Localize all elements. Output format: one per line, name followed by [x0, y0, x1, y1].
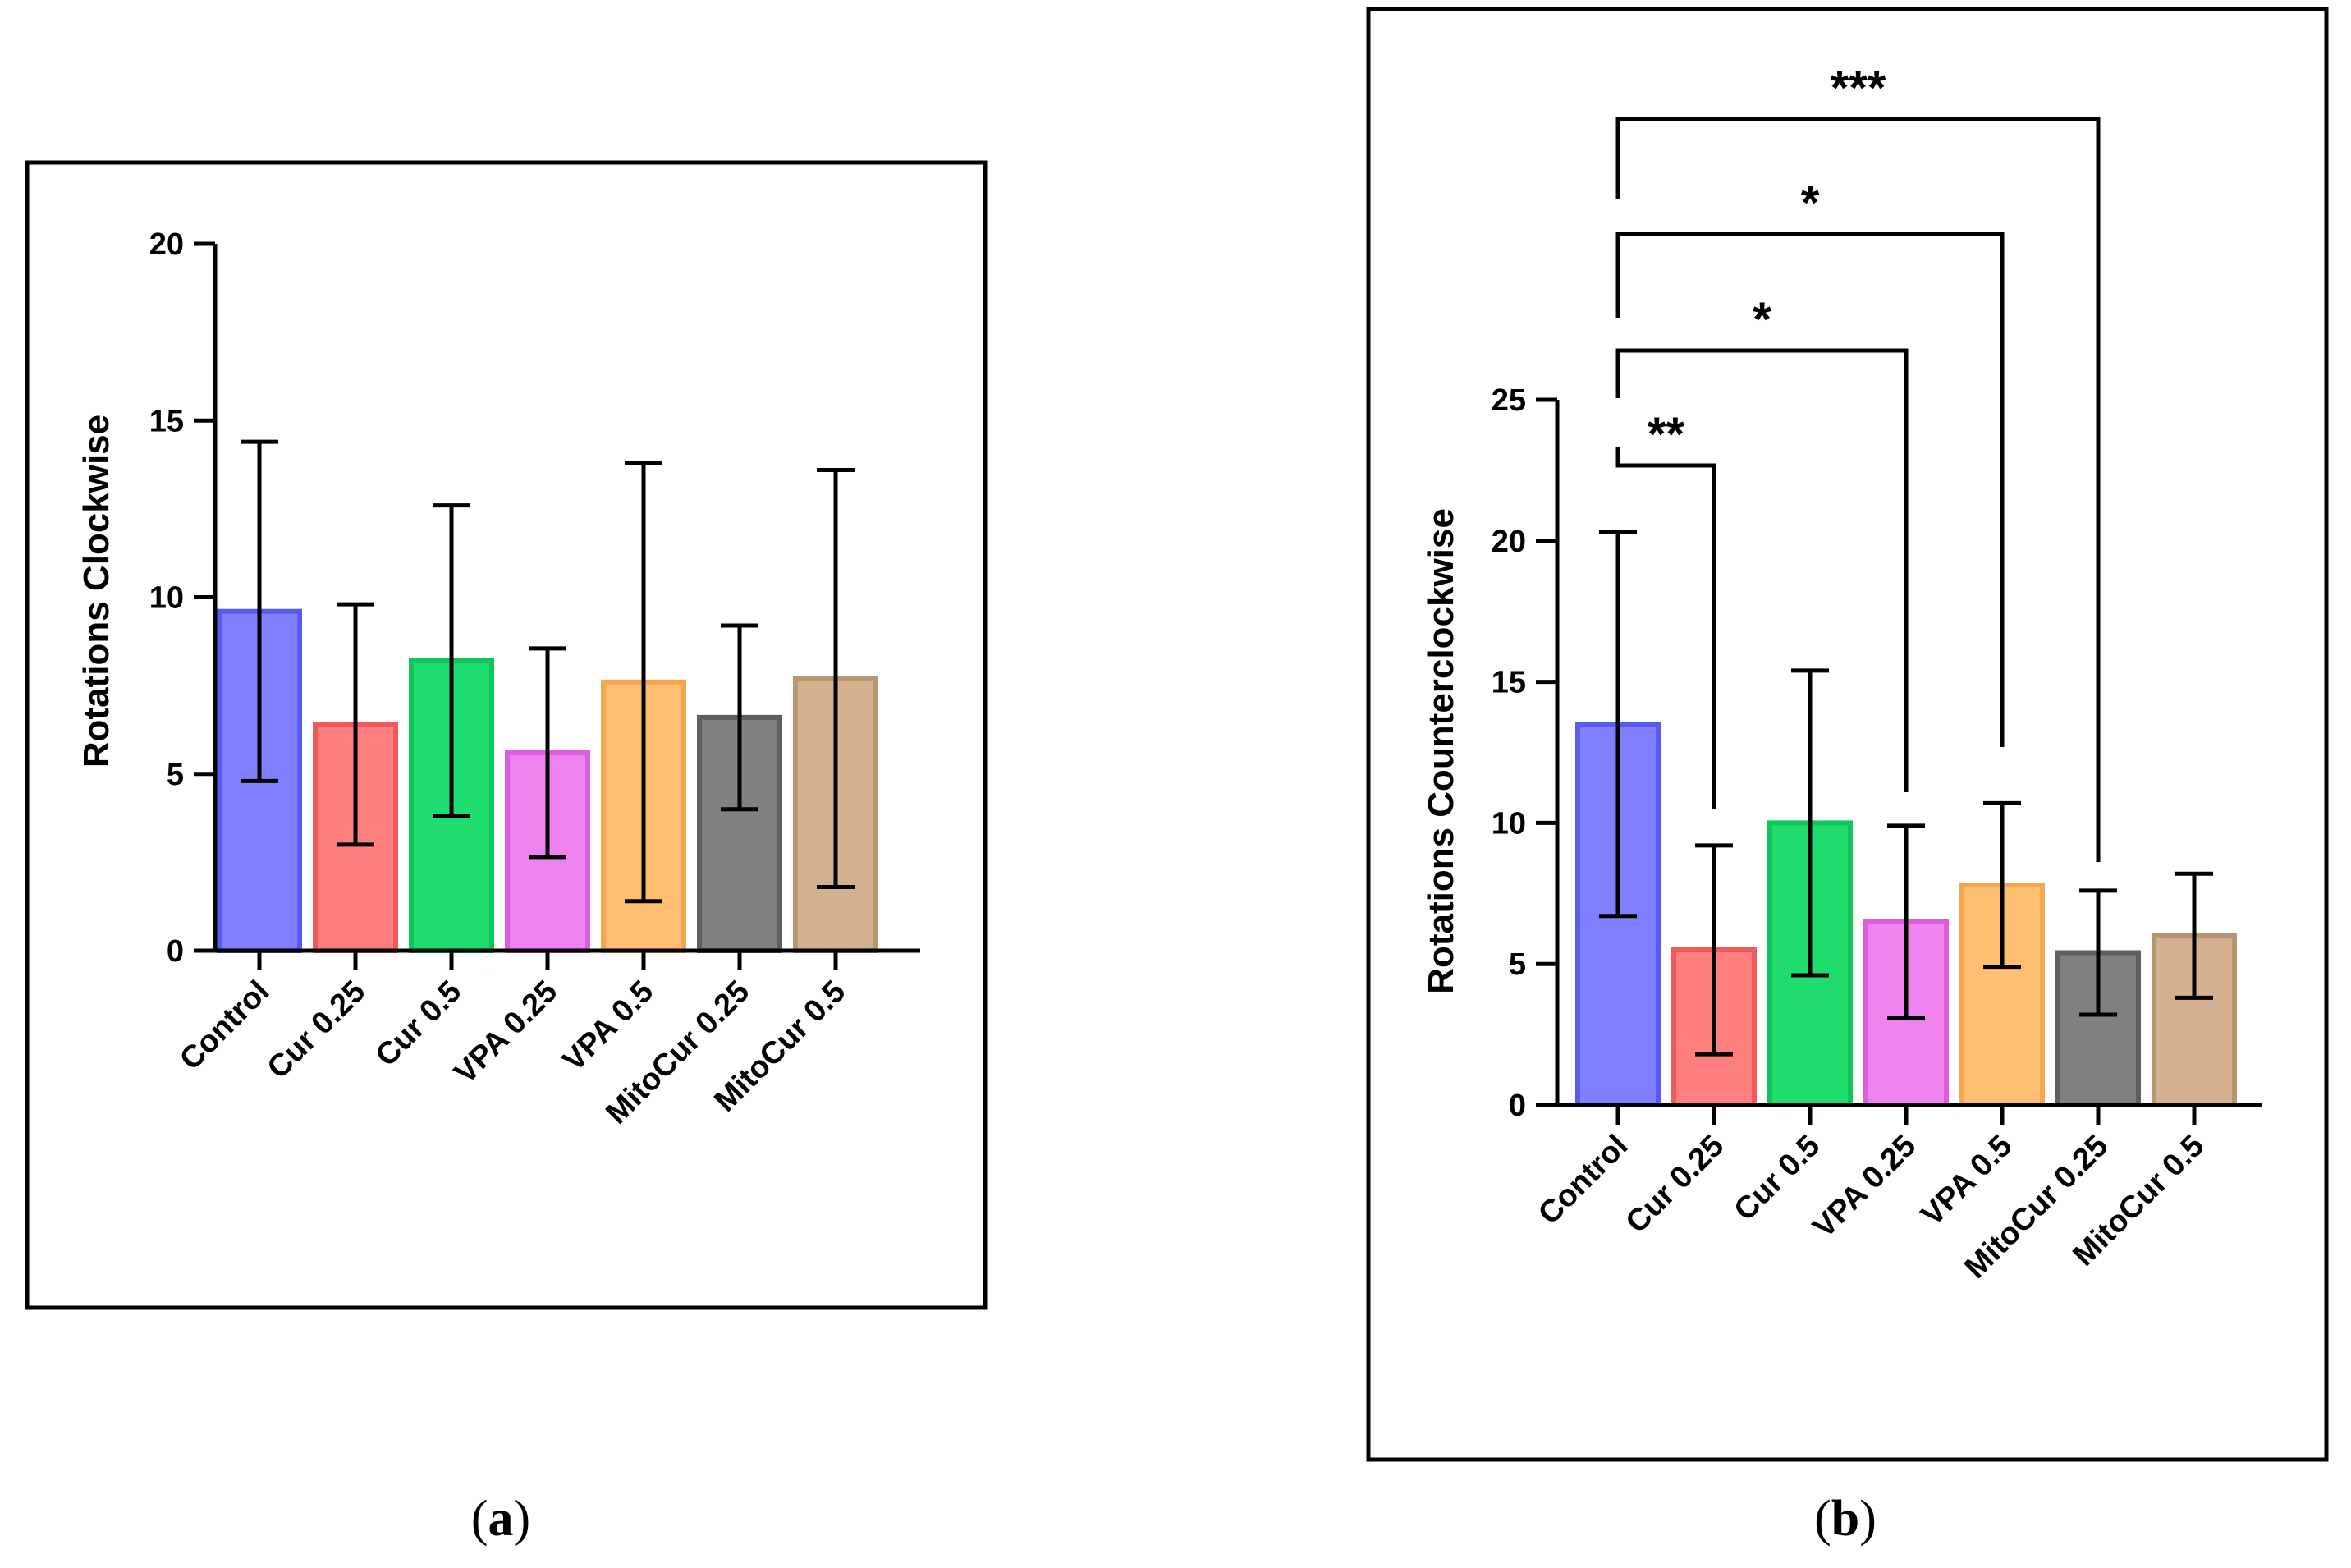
- x-tick-label: VPA 0.25: [1807, 1129, 1923, 1245]
- error-bar: [2175, 871, 2213, 1000]
- significance-label: *: [1753, 293, 1771, 346]
- significance-bracket-line: [1615, 117, 2101, 862]
- error-bar: [2079, 888, 2117, 1017]
- y-tick-label: 15: [1492, 666, 1526, 700]
- error-bar: [625, 461, 662, 904]
- error-bar: [1599, 530, 1637, 919]
- y-tick-label: 10: [149, 581, 184, 616]
- significance-bracket-line: [1615, 232, 2005, 747]
- error-bar: [817, 468, 855, 890]
- significance-bracket: *: [1615, 177, 2005, 747]
- error-bar: [1791, 668, 1829, 978]
- x-tick-label: Cur 0.25: [1620, 1129, 1731, 1240]
- error-bar: [529, 646, 566, 860]
- error-bar: [1695, 843, 1733, 1057]
- panel-b-chart: Rotations Counterclockwise 0510152025Con…: [1366, 7, 2329, 1462]
- y-tick-label: 15: [149, 404, 184, 438]
- panel-b-caption-letter: b: [1831, 1491, 1859, 1547]
- panel-a-caption: (a): [471, 1491, 530, 1547]
- panel-b-y-axis-title: Rotations Counterclockwise: [1421, 508, 1461, 994]
- y-tick-label: 25: [1492, 383, 1526, 418]
- panel-b-caption: (b): [1814, 1491, 1877, 1547]
- error-bar: [1887, 823, 1925, 1020]
- error-bar: [337, 602, 374, 847]
- significance-label: **: [1648, 408, 1685, 461]
- y-tick-label: 20: [149, 227, 184, 262]
- error-bar: [433, 503, 470, 818]
- panel-a-frame: [25, 160, 988, 1310]
- error-bar: [1983, 800, 2021, 970]
- panel-a-caption-letter: a: [488, 1491, 514, 1547]
- y-tick-label: 5: [167, 758, 184, 792]
- significance-bracket: *: [1615, 293, 1909, 792]
- panel-a-y-axis-title: Rotations Clockwise: [76, 415, 117, 768]
- bar-vpa-0.5: [1959, 882, 2045, 1107]
- significance-bracket: ***: [1615, 62, 2101, 862]
- significance-bracket-line: [1615, 348, 1909, 792]
- panel-b-frame: [1366, 7, 2329, 1462]
- error-bar: [241, 439, 278, 783]
- x-tick-label: Cur 0.25: [261, 974, 373, 1086]
- significance-label: *: [1801, 177, 1820, 230]
- y-tick-label: 5: [1509, 947, 1526, 982]
- y-tick-label: 10: [1492, 806, 1526, 841]
- y-tick-label: 20: [1492, 525, 1526, 559]
- x-tick-label: Cur 0.5: [369, 974, 469, 1074]
- significance-bracket: **: [1615, 408, 1716, 809]
- y-tick-label: 0: [167, 934, 184, 969]
- significance-label: ***: [1831, 62, 1886, 115]
- error-bar: [721, 623, 758, 812]
- x-tick-label: Cur 0.5: [1728, 1129, 1827, 1228]
- x-tick-label: VPA 0.25: [448, 974, 565, 1091]
- significance-bracket-line: [1615, 447, 1716, 809]
- y-tick-label: 0: [1509, 1089, 1526, 1123]
